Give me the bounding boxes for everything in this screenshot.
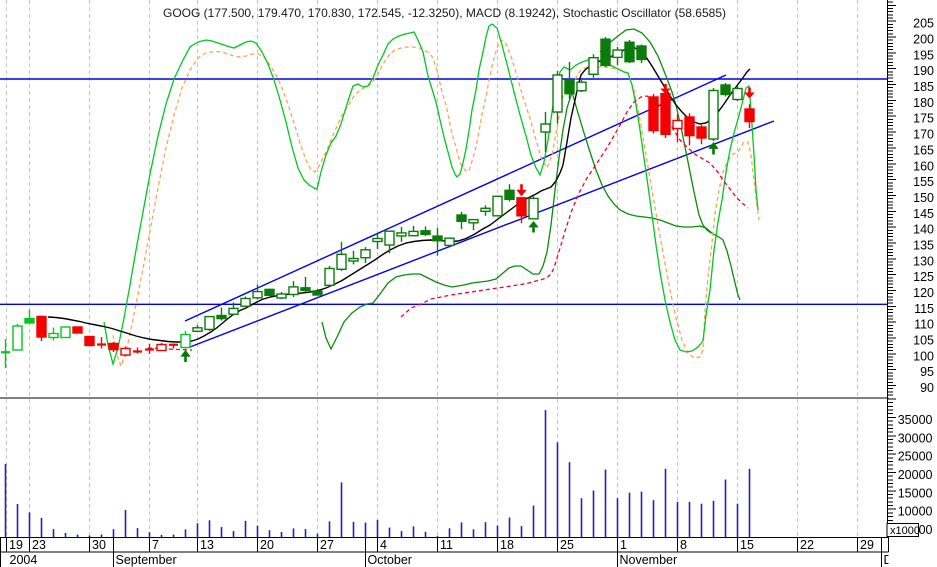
svg-text:140: 140 — [913, 223, 934, 237]
svg-text:2004: 2004 — [10, 553, 38, 567]
svg-text:95: 95 — [920, 365, 934, 379]
svg-text:130: 130 — [913, 254, 934, 268]
svg-text:115: 115 — [914, 302, 934, 316]
svg-text:7: 7 — [152, 538, 159, 552]
svg-text:4: 4 — [380, 538, 387, 552]
svg-text:110: 110 — [914, 318, 934, 332]
svg-text:20: 20 — [260, 538, 274, 552]
svg-text:10000: 10000 — [898, 505, 933, 519]
svg-text:125: 125 — [913, 270, 934, 284]
svg-text:150: 150 — [913, 191, 934, 205]
svg-text:185: 185 — [913, 80, 934, 94]
svg-text:30000: 30000 — [898, 431, 933, 445]
svg-text:145: 145 — [913, 207, 934, 221]
svg-text:11: 11 — [440, 538, 453, 552]
svg-text:20000: 20000 — [898, 468, 933, 482]
svg-text:105: 105 — [913, 334, 934, 348]
svg-text:200: 200 — [913, 33, 934, 47]
svg-text:165: 165 — [913, 143, 934, 157]
svg-text:25000: 25000 — [898, 450, 933, 464]
svg-text:30: 30 — [92, 538, 106, 552]
svg-text:December: December — [884, 553, 937, 567]
svg-text:29: 29 — [860, 538, 874, 552]
svg-text:October: October — [368, 553, 412, 567]
svg-text:120: 120 — [913, 286, 934, 300]
svg-text:205: 205 — [913, 17, 934, 31]
svg-text:15: 15 — [740, 538, 754, 552]
svg-text:November: November — [620, 553, 678, 567]
svg-text:15000: 15000 — [898, 486, 933, 500]
svg-text:18: 18 — [500, 538, 514, 552]
svg-text:175: 175 — [913, 112, 934, 126]
svg-text:x1000: x1000 — [890, 525, 920, 537]
svg-text:35000: 35000 — [898, 413, 933, 427]
svg-text:180: 180 — [913, 96, 934, 110]
svg-text:GOOG (177.500, 179.470, 170.83: GOOG (177.500, 179.470, 170.830, 172.545… — [163, 6, 726, 20]
svg-text:135: 135 — [913, 239, 934, 253]
svg-text:190: 190 — [913, 64, 934, 78]
svg-text:90: 90 — [920, 381, 934, 395]
svg-text:1: 1 — [620, 538, 627, 552]
svg-text:19: 19 — [9, 538, 23, 552]
svg-text:23: 23 — [32, 538, 46, 552]
svg-text:25: 25 — [560, 538, 574, 552]
svg-text:155: 155 — [913, 175, 934, 189]
svg-text:170: 170 — [913, 128, 934, 142]
svg-text:100: 100 — [913, 349, 934, 363]
svg-text:195: 195 — [913, 48, 934, 62]
svg-text:22: 22 — [800, 538, 814, 552]
svg-text:13: 13 — [200, 538, 214, 552]
svg-text:8: 8 — [680, 538, 687, 552]
svg-text:27: 27 — [320, 538, 334, 552]
svg-text:160: 160 — [913, 159, 934, 173]
svg-text:September: September — [116, 553, 177, 567]
